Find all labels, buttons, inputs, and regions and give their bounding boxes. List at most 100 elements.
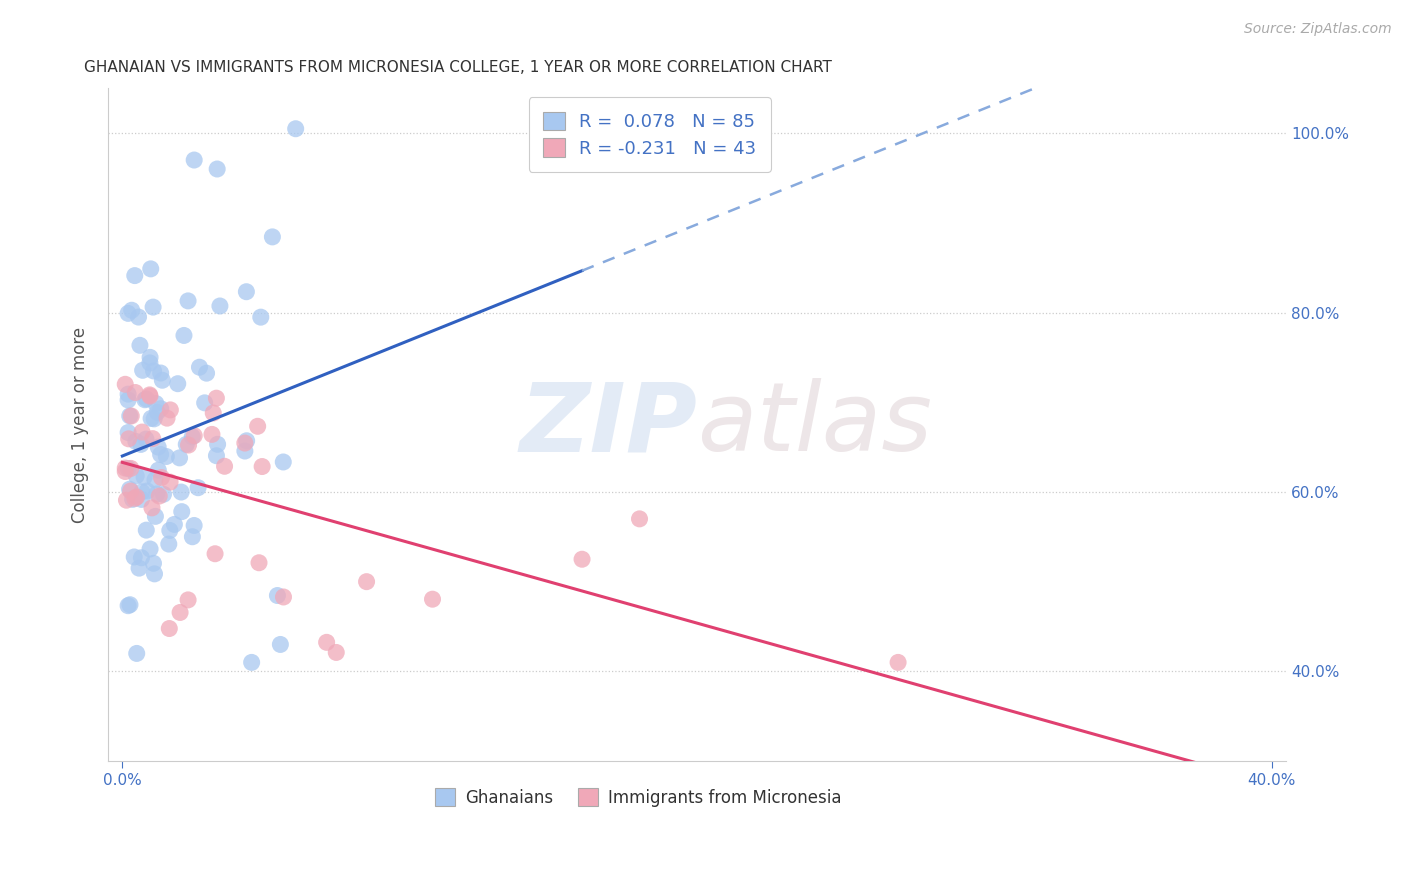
Point <box>233 444 256 458</box>
Legend: Ghanaians, Immigrants from Micronesia: Ghanaians, Immigrants from Micronesia <box>427 781 848 814</box>
Point <box>135 523 157 537</box>
Point <box>125 490 148 504</box>
Point <box>121 303 143 318</box>
Point <box>149 448 172 462</box>
Text: ZIP: ZIP <box>519 378 697 471</box>
Point <box>134 470 156 484</box>
Y-axis label: College, 1 year or more: College, 1 year or more <box>72 326 89 523</box>
Point <box>177 593 200 607</box>
Point <box>139 411 162 425</box>
Point <box>156 411 179 425</box>
Point <box>174 437 197 451</box>
Point <box>135 392 157 406</box>
Point <box>117 392 139 407</box>
Point <box>117 461 139 475</box>
Point <box>262 230 284 244</box>
Point <box>233 436 256 450</box>
Point <box>149 366 172 380</box>
Point <box>139 261 162 276</box>
Point <box>163 517 186 532</box>
Point <box>129 338 152 352</box>
Point <box>114 461 136 475</box>
Point <box>269 637 291 651</box>
Point <box>128 561 150 575</box>
Point <box>159 524 181 538</box>
Point <box>143 566 166 581</box>
Text: atlas: atlas <box>697 378 932 471</box>
Point <box>142 557 165 571</box>
Point <box>118 598 141 612</box>
Point <box>170 505 193 519</box>
Point <box>235 434 257 448</box>
Point <box>183 518 205 533</box>
Point <box>188 360 211 375</box>
Point <box>271 455 294 469</box>
Point <box>205 449 228 463</box>
Point <box>131 492 153 507</box>
Point <box>141 500 163 515</box>
Point <box>145 487 167 501</box>
Point <box>183 153 205 167</box>
Point <box>129 437 152 451</box>
Point <box>146 405 169 419</box>
Point <box>143 473 166 487</box>
Point <box>183 428 205 442</box>
Point <box>205 161 228 176</box>
Point <box>422 592 444 607</box>
Point <box>135 432 157 446</box>
Point <box>177 438 200 452</box>
Point <box>118 409 141 423</box>
Point <box>145 396 167 410</box>
Point <box>148 489 170 503</box>
Point <box>159 403 181 417</box>
Point <box>315 635 337 649</box>
Point <box>125 434 148 449</box>
Point <box>325 645 347 659</box>
Point <box>207 437 229 451</box>
Point <box>187 481 209 495</box>
Point <box>181 430 204 444</box>
Point <box>246 419 269 434</box>
Point <box>204 547 226 561</box>
Point <box>142 300 165 314</box>
Text: Source: ZipAtlas.com: Source: ZipAtlas.com <box>1244 22 1392 37</box>
Point <box>150 470 173 484</box>
Point <box>117 425 139 440</box>
Point <box>273 590 295 604</box>
Point <box>208 299 231 313</box>
Point <box>125 468 148 483</box>
Point <box>117 599 139 613</box>
Point <box>152 487 174 501</box>
Point <box>628 512 651 526</box>
Point <box>118 482 141 496</box>
Point <box>120 461 142 475</box>
Point <box>136 483 159 498</box>
Point <box>124 385 146 400</box>
Point <box>124 268 146 283</box>
Point <box>139 351 162 365</box>
Point <box>159 475 181 490</box>
Point <box>120 483 142 498</box>
Point <box>118 432 141 446</box>
Point <box>139 541 162 556</box>
Text: GHANAIAN VS IMMIGRANTS FROM MICRONESIA COLLEGE, 1 YEAR OR MORE CORRELATION CHART: GHANAIAN VS IMMIGRANTS FROM MICRONESIA C… <box>84 60 832 75</box>
Point <box>149 401 172 416</box>
Point <box>571 552 593 566</box>
Point <box>249 310 271 325</box>
Point <box>124 491 146 506</box>
Point <box>121 492 143 507</box>
Point <box>131 550 153 565</box>
Point <box>117 387 139 401</box>
Point <box>145 509 167 524</box>
Point <box>115 493 138 508</box>
Point <box>214 459 236 474</box>
Point <box>139 389 162 403</box>
Point <box>235 285 257 299</box>
Point <box>143 412 166 426</box>
Point <box>114 377 136 392</box>
Point <box>150 373 173 387</box>
Point <box>201 427 224 442</box>
Point <box>169 450 191 465</box>
Point <box>114 465 136 479</box>
Point <box>157 622 180 636</box>
